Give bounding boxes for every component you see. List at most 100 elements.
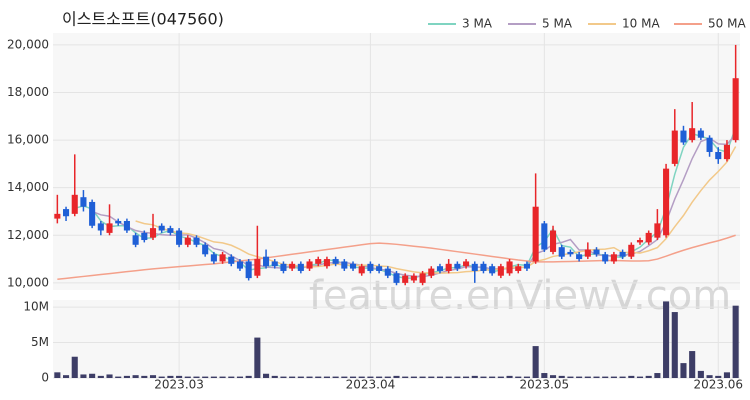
candle-body [132, 235, 139, 245]
candle-body [549, 230, 557, 252]
candle-body [184, 237, 191, 245]
candle-body [636, 240, 644, 243]
volume-bar [115, 376, 122, 378]
volume-bar [89, 373, 96, 378]
volume-bar [123, 375, 130, 378]
candle-body [202, 244, 209, 255]
candle-body [245, 261, 252, 279]
volume-bar [280, 376, 287, 378]
ma-line [135, 146, 737, 274]
volume-bar [445, 376, 452, 378]
y-tick-label: 14,000 [7, 180, 49, 194]
volume-bar [315, 376, 322, 378]
y-tick-label: 10,000 [7, 275, 49, 289]
volume-bar [63, 375, 70, 378]
watermark: feature.enViewV.com [309, 273, 731, 319]
y-tick-label: 20,000 [7, 37, 49, 51]
volume-bar [541, 373, 548, 378]
volume-bar [167, 375, 174, 378]
volume-bar [506, 375, 513, 378]
volume-bar [384, 376, 391, 378]
candle-body [71, 194, 78, 214]
legend-label: 3 MA [462, 17, 493, 31]
volume-bar [228, 376, 235, 378]
volume-bar [732, 305, 739, 378]
volume-panel [53, 300, 740, 378]
candle-body [654, 223, 661, 238]
x-tick-label: 2023.04 [346, 378, 396, 392]
volume-bar [428, 376, 435, 378]
candle-body [54, 213, 61, 219]
volume-bar [558, 375, 565, 378]
candle-body [176, 230, 183, 245]
volume-bar [358, 376, 365, 378]
candle-body [436, 266, 444, 271]
volume-bar [149, 375, 157, 378]
candle-body [158, 225, 165, 231]
volume-bar [680, 363, 687, 378]
candle-body [393, 273, 400, 283]
x-tick-label: 2023.06 [693, 378, 743, 392]
volume-bar [697, 370, 704, 378]
volume-bar [263, 373, 270, 378]
volume-bar [254, 337, 261, 378]
candle-body [445, 263, 452, 271]
volume-bar [567, 376, 574, 378]
volume-bar [584, 376, 591, 378]
volume-bar [419, 376, 426, 378]
candle-body [263, 256, 270, 267]
volume-bar [106, 374, 113, 378]
legend-label: 5 MA [542, 17, 573, 31]
volume-bar [471, 375, 478, 378]
volume-bar [532, 346, 539, 378]
volume-bar [193, 376, 200, 378]
candle-body [376, 266, 383, 271]
volume-bar [689, 351, 696, 378]
candle-body [663, 168, 670, 236]
volume-bar [402, 376, 409, 378]
chart-title: 이스트소프트(047560) [62, 10, 224, 29]
volume-bar [497, 376, 504, 378]
candle-body [123, 220, 130, 231]
candle-body [489, 266, 496, 274]
candle-body [193, 237, 200, 245]
volume-bar [341, 376, 348, 378]
candle-body [610, 254, 617, 262]
candle-body [541, 223, 548, 250]
volume-bar [297, 376, 304, 378]
candle-body [558, 247, 565, 257]
candle-body [402, 275, 409, 283]
volume-bar [245, 375, 252, 378]
volume-bar [410, 376, 417, 378]
candle-body [141, 232, 148, 241]
volume-bar [454, 376, 461, 378]
candle-body [454, 263, 461, 269]
candle-body [410, 275, 417, 281]
candle-body [671, 130, 678, 164]
volume-bar [332, 376, 339, 378]
volume-bar [619, 376, 626, 378]
volume-bar [323, 376, 330, 378]
candle-body [584, 249, 591, 257]
candle-body [567, 251, 574, 255]
volume-bar [132, 375, 139, 378]
x-tick-label: 2023.03 [154, 378, 204, 392]
y-tick-label: 10M [23, 300, 49, 314]
volume-bar [576, 376, 583, 378]
volume-bar [376, 376, 383, 378]
candle-body [428, 268, 435, 276]
volume-bar [706, 375, 713, 378]
volume-bar [349, 376, 357, 378]
volume-bar [610, 376, 617, 378]
volume-bar [663, 301, 670, 378]
candle-body [419, 273, 426, 283]
candle-body [210, 254, 217, 262]
y-tick-label: 12,000 [7, 228, 49, 242]
candle-body [471, 263, 478, 271]
candle-body [106, 223, 113, 233]
candle-body [306, 261, 313, 269]
legend-label: 10 MA [622, 17, 660, 31]
volume-bar [141, 375, 148, 378]
y-tick-label: 0 [41, 371, 49, 385]
